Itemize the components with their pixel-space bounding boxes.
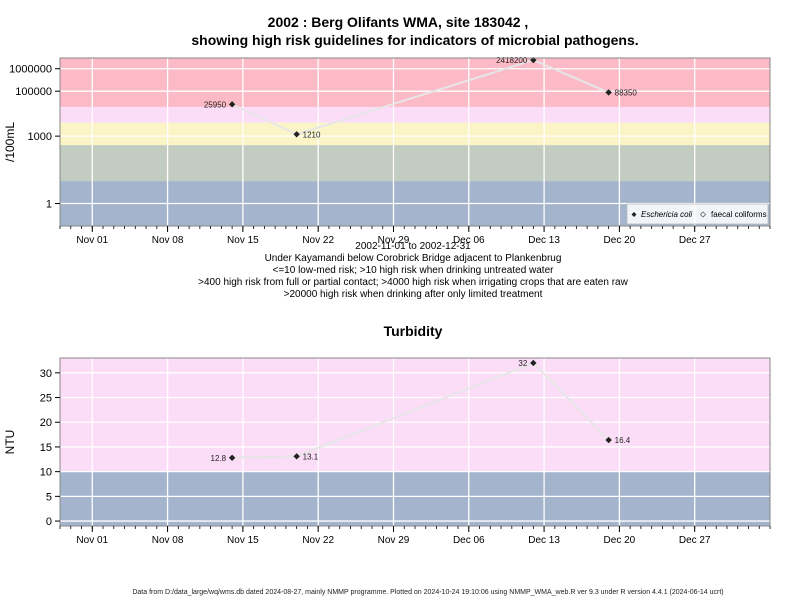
legend-label-faecal: faecal coliforms (711, 210, 767, 219)
x-tick-label: Dec 27 (679, 235, 711, 246)
y-tick-label: 15 (40, 442, 52, 454)
data-point (293, 453, 300, 460)
footer-note: Data from D:/data_large/wq/wms.db dated … (132, 589, 723, 596)
panel1-y-axis: 1 1000 100000 1000000 (9, 64, 60, 211)
panel1-x-axis: Nov 01 Nov 08 Nov 15 Nov 22 Nov 29 Dec 06 Dec … (59, 226, 771, 246)
data-label: 32 (518, 359, 527, 368)
panel2-x-axis: Nov 01 Nov 08 Nov 15 Nov 22 Nov 29 Dec 06 Dec … (59, 526, 771, 546)
panel1-grid (60, 58, 770, 226)
panel1-risk-bands (60, 58, 770, 226)
subtitle-line-5: >20000 high risk when drinking after onl… (284, 289, 543, 300)
legend-label-ecoli: Eschericia coli (641, 210, 692, 219)
risk-band-2 (60, 122, 770, 146)
x-tick-label: Nov 22 (302, 235, 334, 246)
risk-band-3 (60, 106, 770, 123)
subtitle-line-1: 2002-11-01 to 2002-12-31 (355, 241, 471, 252)
x-tick-label: Dec 27 (679, 535, 711, 546)
series-line (232, 361, 610, 459)
x-tick-label: Dec 06 (453, 235, 485, 246)
risk-band-4 (60, 58, 770, 107)
panel2-title: Turbidity (384, 323, 443, 339)
chart-title-line1: 2002 : Berg Olifants WMA, site 183042 , (268, 14, 529, 30)
y-tick-label: 1 (46, 199, 52, 211)
y-tick-label: 100000 (15, 86, 52, 98)
y-tick-label: 0 (46, 516, 52, 528)
y-tick-label: 10 (40, 467, 52, 479)
data-label: 12.8 (211, 454, 227, 463)
data-point (293, 131, 300, 138)
risk-band-1 (60, 358, 770, 472)
panel1-series: 25950 1210 2418200 88350 (204, 56, 638, 139)
data-point (228, 101, 236, 108)
series-line (231, 59, 610, 136)
x-tick-label: Nov 01 (76, 535, 108, 546)
risk-band-1 (60, 145, 770, 182)
x-tick-label: Dec 13 (528, 535, 560, 546)
data-label: 25950 (204, 100, 227, 109)
data-label: 13.1 (303, 452, 319, 461)
x-tick-label: Dec 20 (604, 535, 636, 546)
panel1-legend: Eschericia coli faecal coliforms (626, 203, 769, 225)
panel1-y-label: /100mL (3, 122, 17, 162)
legend-marker-faecal (699, 211, 707, 218)
x-tick-label: Nov 22 (302, 535, 334, 546)
data-label: 88350 (615, 88, 638, 97)
subtitle-line-3: <=10 low-med risk; >10 high risk when dr… (273, 265, 555, 276)
x-tick-label: Nov 29 (378, 235, 410, 246)
subtitle-line-4: >400 high risk from full or partial cont… (198, 277, 628, 288)
panel2-y-axis: 0 5 10 15 20 25 30 (40, 368, 60, 528)
data-label: 2418200 (496, 56, 528, 65)
x-tick-label: Nov 15 (227, 535, 259, 546)
x-tick-label: Nov 08 (152, 235, 184, 246)
data-label: 1210 (303, 130, 321, 139)
y-tick-label: 20 (40, 417, 52, 429)
y-tick-label: 30 (40, 368, 52, 380)
x-tick-label: Dec 06 (453, 535, 485, 546)
data-label: 16.4 (615, 436, 631, 445)
legend-box (626, 203, 769, 225)
y-tick-label: 1000 (28, 131, 52, 143)
legend-marker-ecoli (631, 212, 637, 217)
y-tick-label: 1000000 (9, 64, 52, 76)
x-tick-label: Nov 01 (76, 235, 108, 246)
risk-band-0 (60, 471, 770, 526)
data-point (605, 89, 612, 96)
chart-title-line2: showing high risk guidelines for indicat… (191, 32, 638, 48)
x-tick-label: Dec 20 (604, 235, 636, 246)
panel2-bands (60, 358, 770, 526)
panel2-y-label: NTU (3, 430, 17, 455)
data-point (530, 359, 537, 367)
x-tick-label: Nov 08 (152, 535, 184, 546)
x-tick-label: Nov 15 (227, 235, 259, 246)
y-tick-label: 5 (46, 491, 52, 503)
panel2-grid (60, 358, 770, 526)
y-tick-label: 25 (40, 393, 52, 405)
data-point (530, 56, 537, 64)
panel2-series: 12.8 13.1 32 16.4 (211, 359, 631, 463)
data-point (605, 436, 612, 444)
x-tick-label: Nov 29 (378, 535, 410, 546)
subtitle-line-2: Under Kayamandi below Corobrick Bridge a… (265, 253, 562, 264)
data-point (228, 454, 236, 462)
x-tick-label: Dec 13 (528, 235, 560, 246)
